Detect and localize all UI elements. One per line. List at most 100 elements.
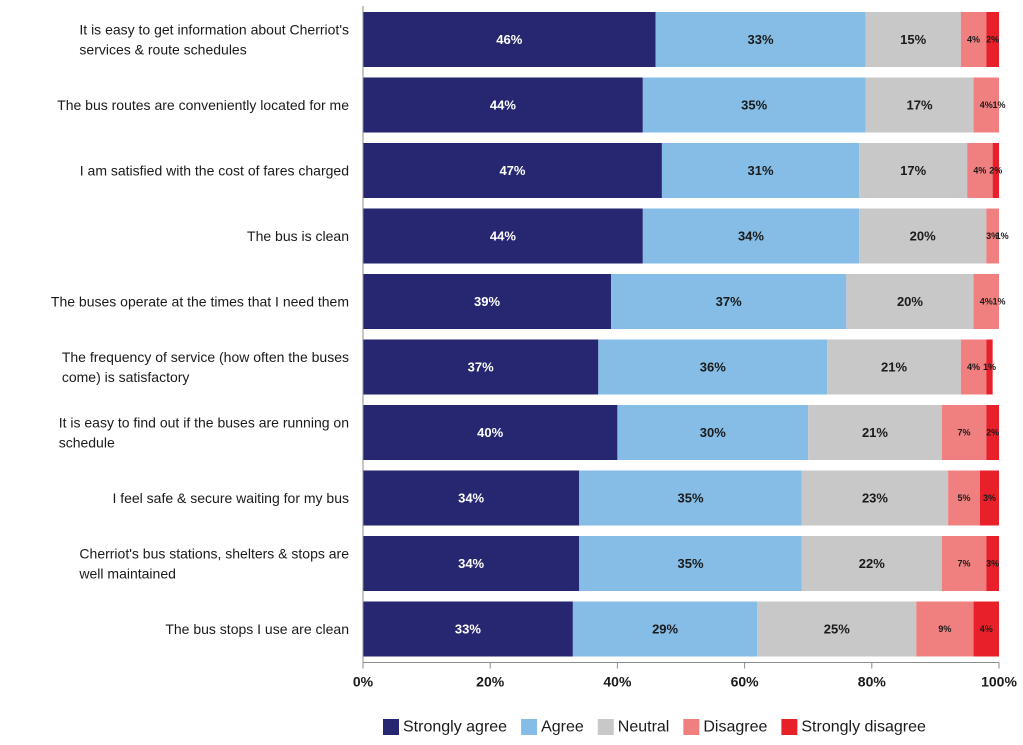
data-label: 9%	[938, 624, 951, 634]
bar-segment	[986, 536, 999, 591]
legend-label: Strongly agree	[403, 719, 507, 736]
bar-segment	[655, 12, 866, 67]
legend-item: Neutral	[597, 719, 669, 736]
data-label: 34%	[738, 229, 764, 244]
bar-segment	[611, 274, 847, 329]
data-label: 15%	[900, 32, 926, 47]
bar-segment	[865, 77, 974, 133]
bar-segment	[846, 274, 974, 329]
bar-segment	[941, 405, 987, 460]
x-tick-label: 40%	[603, 674, 632, 690]
category-label-line: The bus stops I use are clean	[165, 621, 349, 637]
bar-segment	[948, 470, 980, 526]
bar-segment	[363, 470, 580, 526]
bar-segment	[865, 12, 961, 67]
bar-segment	[960, 12, 987, 67]
bar-segment	[859, 143, 968, 198]
data-label: 5%	[958, 493, 971, 503]
category-label-line: I am satisfied with the cost of fares ch…	[80, 163, 349, 179]
data-label: 23%	[862, 491, 888, 506]
bar-segment	[986, 208, 999, 264]
bar-segment	[941, 536, 987, 591]
bar-segment	[967, 143, 993, 198]
bar-segment	[973, 77, 999, 133]
bar-segment	[363, 405, 618, 460]
data-label: 3%	[986, 559, 999, 569]
legend-label: Strongly disagree	[801, 719, 926, 736]
legend-item: Agree	[521, 719, 584, 736]
bar-segment	[363, 339, 599, 395]
category-label-line: schedule	[59, 435, 115, 451]
bar-segment	[992, 143, 999, 198]
data-label: 20%	[910, 229, 936, 244]
bar-segment	[579, 536, 802, 591]
bar-row: 39% 37% 20% 4% 1%	[363, 274, 1006, 329]
bar-segment	[617, 405, 809, 460]
data-label: 4%	[980, 100, 993, 110]
data-label: 4%	[973, 166, 986, 176]
legend-item: Disagree	[683, 719, 767, 736]
category-label: It is easy to get information about Cher…	[79, 22, 349, 38]
bar-segment	[363, 12, 656, 67]
bar-segment	[598, 339, 828, 395]
category-label: Cherriot's bus stations, shelters & stop…	[79, 546, 349, 562]
data-label: 31%	[747, 163, 773, 178]
bar-segment	[859, 208, 987, 264]
data-label: 3%	[983, 493, 996, 503]
data-label: 21%	[881, 360, 907, 375]
bar-row: 46% 33% 15% 4% 2%	[363, 12, 999, 67]
data-label: 47%	[499, 163, 525, 178]
category-label-line: The bus is clean	[247, 228, 349, 244]
data-label: 1%	[992, 297, 1005, 307]
bar-segment	[986, 339, 993, 395]
data-label: 1%	[992, 100, 1005, 110]
data-label: 3%	[986, 231, 999, 241]
category-label-line: come) is satisfactory	[62, 369, 190, 385]
bar-segment	[960, 339, 987, 395]
legend: Strongly agree Agree Neutral Disagree Strong…	[383, 719, 926, 736]
bar-segment	[973, 274, 999, 329]
data-label: 29%	[652, 622, 678, 637]
category-label-line: It is easy to find out if the buses are …	[59, 415, 349, 431]
bar-row: 37% 36% 21% 4% 1%	[363, 339, 996, 395]
data-label: 17%	[906, 98, 932, 113]
x-tick-label: 0%	[353, 674, 374, 690]
data-label: 44%	[490, 98, 516, 113]
data-label: 4%	[967, 362, 980, 372]
bar-segment	[363, 77, 643, 133]
category-label: I feel safe & secure waiting for my bus	[112, 490, 349, 506]
data-label: 20%	[897, 294, 923, 309]
category-label-line: It is easy to get information about Cher…	[79, 22, 349, 38]
category-labels: It is easy to get information about Cher…	[51, 22, 349, 638]
bar-segment	[986, 405, 999, 460]
bar-segment	[363, 536, 580, 591]
data-label: 39%	[474, 294, 500, 309]
bar-row: 44% 34% 20% 3%1%	[363, 208, 1009, 264]
x-tick-label: 20%	[476, 674, 505, 690]
data-label: 2%	[986, 35, 999, 45]
bar-segment	[661, 143, 860, 198]
legend-swatch	[683, 719, 700, 735]
bar-row: 44% 35% 17% 4% 1%	[363, 77, 1006, 133]
category-label: It is easy to find out if the buses are …	[59, 415, 349, 431]
data-label: 36%	[700, 360, 726, 375]
category-label-line: I feel safe & secure waiting for my bus	[112, 490, 349, 506]
data-label: 2%	[989, 166, 1002, 176]
category-label-line: The bus routes are conveniently located …	[57, 97, 349, 113]
data-label: 46%	[496, 32, 522, 47]
bar-segment	[757, 601, 917, 657]
data-label: 35%	[678, 556, 704, 571]
data-label: 1%	[983, 362, 996, 372]
legend-item: Strongly agree	[383, 719, 507, 736]
category-label: The bus routes are conveniently located …	[57, 97, 349, 113]
bar-segment	[363, 143, 662, 198]
data-label: 4%	[980, 624, 993, 634]
bar-segment	[801, 536, 942, 591]
bar-row: 40% 30% 21% 7% 2%	[363, 405, 999, 460]
bar-segment	[986, 12, 999, 67]
x-tick-label: 100%	[981, 674, 1017, 690]
data-label: 33%	[455, 622, 481, 637]
bar-row: 33% 29% 25% 9% 4%	[363, 601, 999, 657]
